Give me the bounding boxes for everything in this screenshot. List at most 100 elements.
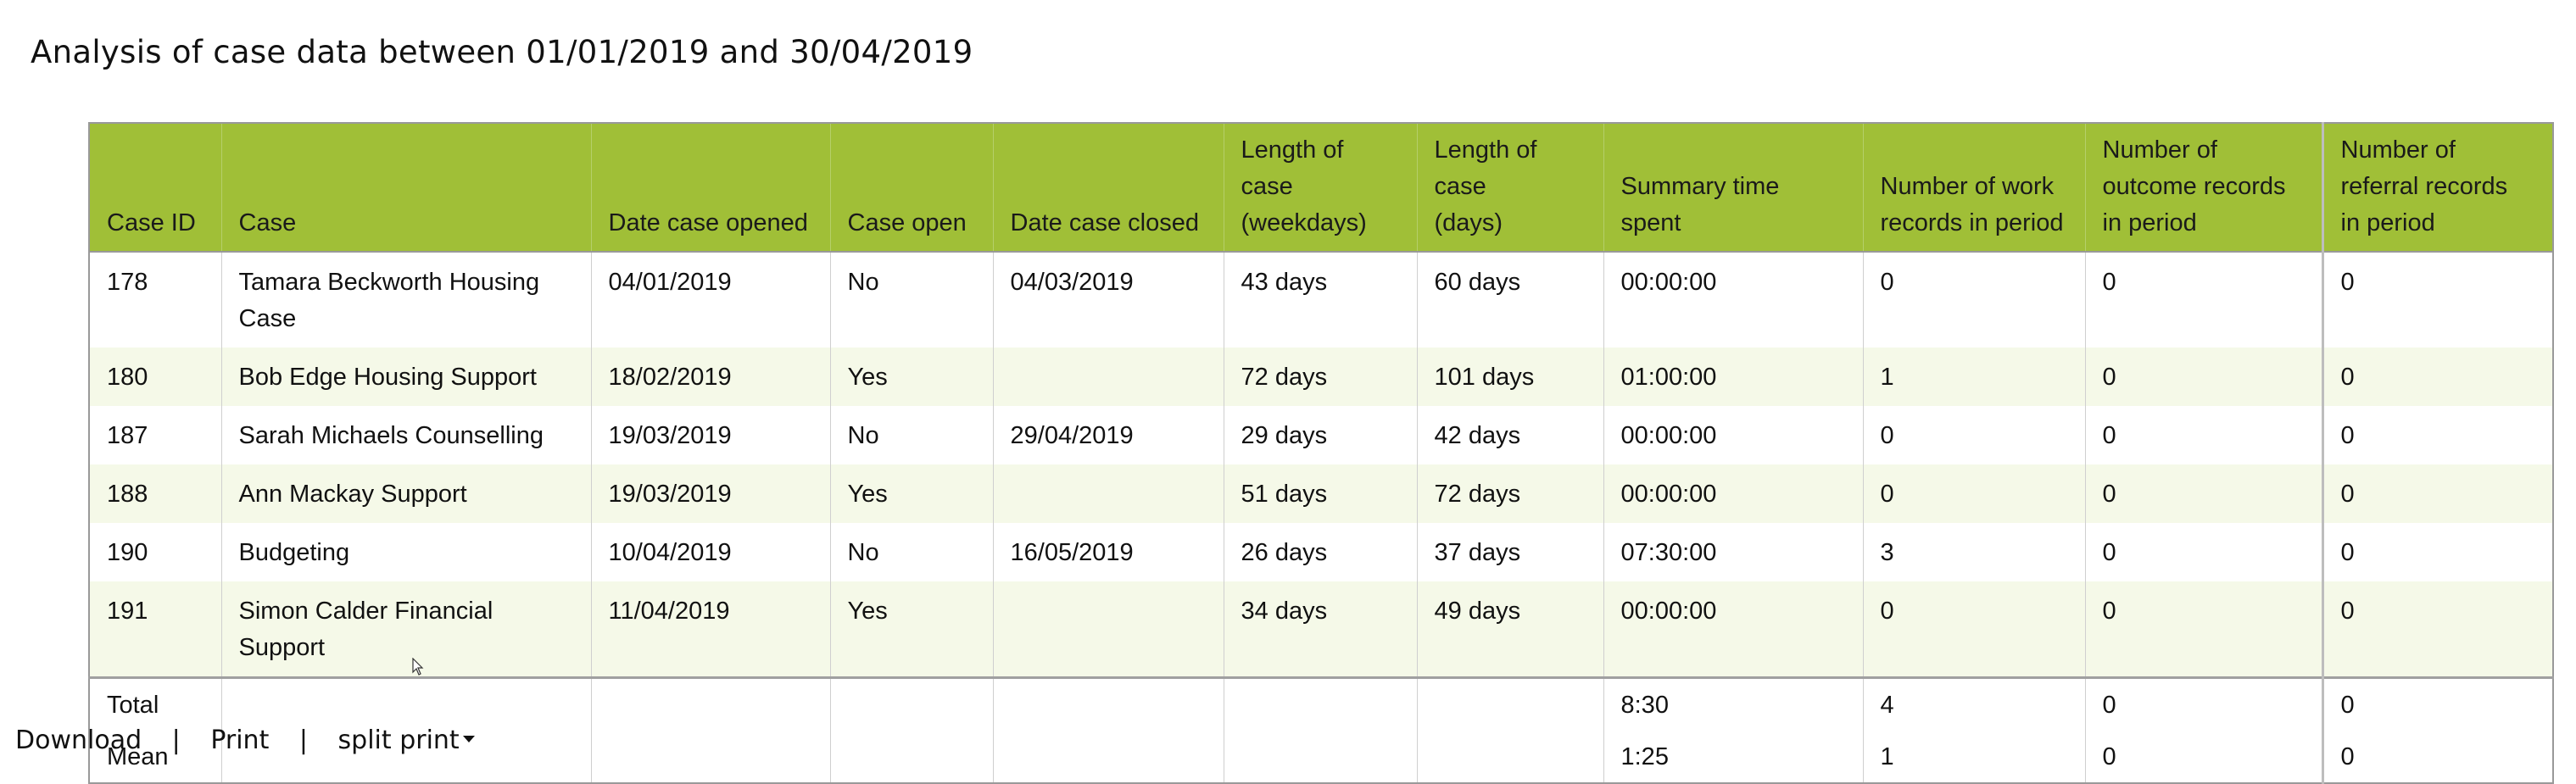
table-row: 190 Budgeting 10/04/2019 No 16/05/2019 2… <box>88 523 2554 581</box>
cell-work-records: 0 <box>1862 581 2086 678</box>
cell-outcome-records: 0 <box>2084 581 2323 678</box>
total-work-records: 4 <box>1862 676 2086 731</box>
cell-case-open: No <box>829 523 994 581</box>
cell-referral-records: 0 <box>2321 464 2554 523</box>
cell-summary-time: 07:30:00 <box>1603 523 1864 581</box>
cell-outcome-records: 0 <box>2084 523 2323 581</box>
cell-outcome-records: 0 <box>2084 252 2323 348</box>
cell-length-weekdays: 26 days <box>1223 523 1418 581</box>
cell-case-id: 188 <box>88 464 222 523</box>
action-separator: | <box>298 726 308 755</box>
header-length-weekdays[interactable]: Length of case (weekdays) <box>1223 122 1418 253</box>
mouse-cursor-icon <box>412 658 424 676</box>
page-title: Analysis of case data between 01/01/2019… <box>31 34 973 70</box>
split-print-label: split print <box>337 726 460 755</box>
cell-work-records: 0 <box>1862 464 2086 523</box>
total-row: Total 8:30 4 0 0 <box>88 676 2554 731</box>
cell-summary-time: 00:00:00 <box>1603 464 1864 523</box>
mean-cell <box>220 731 592 783</box>
cell-date-closed <box>992 348 1224 406</box>
cell-case-open: Yes <box>829 348 994 406</box>
cell-referral-records: 0 <box>2321 581 2554 678</box>
cell-work-records: 0 <box>1862 252 2086 348</box>
cell-summary-time: 01:00:00 <box>1603 348 1864 406</box>
total-cell <box>1416 676 1604 731</box>
cell-case-open: No <box>829 406 994 464</box>
mean-cell <box>992 731 1224 783</box>
cell-referral-records: 0 <box>2321 348 2554 406</box>
cell-outcome-records: 0 <box>2084 464 2323 523</box>
report-actions: Download | Print | split print <box>15 726 475 755</box>
mean-summary-time: 1:25 <box>1603 731 1864 783</box>
header-case-open[interactable]: Case open <box>829 122 994 253</box>
total-cell <box>1223 676 1418 731</box>
caret-down-icon <box>462 735 475 742</box>
header-case[interactable]: Case <box>220 122 592 253</box>
header-work-records[interactable]: Number of work records in period <box>1862 122 2086 253</box>
cell-outcome-records: 0 <box>2084 406 2323 464</box>
mean-cell <box>829 731 994 783</box>
total-summary-time: 8:30 <box>1603 676 1864 731</box>
download-link[interactable]: Download <box>15 726 142 755</box>
cell-date-opened: 10/04/2019 <box>590 523 831 581</box>
header-length-days[interactable]: Length of case (days) <box>1416 122 1604 253</box>
cell-case-id: 178 <box>88 252 222 348</box>
header-outcome-records[interactable]: Number of outcome records in period <box>2084 122 2323 253</box>
cell-case-id: 190 <box>88 523 222 581</box>
total-cell <box>590 676 831 731</box>
header-referral-records[interactable]: Number of referral records in period <box>2321 122 2554 253</box>
cell-referral-records: 0 <box>2321 252 2554 348</box>
total-cell <box>992 676 1224 731</box>
cell-date-opened: 19/03/2019 <box>590 406 831 464</box>
cell-date-closed: 16/05/2019 <box>992 523 1224 581</box>
cell-case-name[interactable]: Sarah Michaels Counselling <box>220 406 592 464</box>
mean-referral-records: 0 <box>2321 731 2554 783</box>
cell-date-closed <box>992 464 1224 523</box>
header-row: Case ID Case Date case opened Case open … <box>88 122 2554 253</box>
header-case-id[interactable]: Case ID <box>88 122 222 253</box>
mean-label: Mean <box>88 731 222 783</box>
header-date-closed[interactable]: Date case closed <box>992 122 1224 253</box>
cell-outcome-records: 0 <box>2084 348 2323 406</box>
cell-case-name[interactable]: Tamara Beckworth Housing Case <box>220 252 592 348</box>
cell-case-name[interactable]: Simon Calder Financial Support <box>220 581 592 678</box>
split-print-dropdown[interactable]: split print <box>338 726 475 755</box>
cell-work-records: 3 <box>1862 523 2086 581</box>
total-cell <box>220 676 592 731</box>
cell-length-days: 72 days <box>1416 464 1604 523</box>
cell-case-open: No <box>829 252 994 348</box>
mean-cell <box>590 731 831 783</box>
cell-date-closed: 04/03/2019 <box>992 252 1224 348</box>
print-link[interactable]: Print <box>210 726 270 755</box>
cell-length-days: 42 days <box>1416 406 1604 464</box>
cell-case-id: 187 <box>88 406 222 464</box>
mean-work-records: 1 <box>1862 731 2086 783</box>
cell-case-name[interactable]: Budgeting <box>220 523 592 581</box>
cell-length-weekdays: 43 days <box>1223 252 1418 348</box>
total-outcome-records: 0 <box>2084 676 2323 731</box>
cell-length-weekdays: 72 days <box>1223 348 1418 406</box>
cell-summary-time: 00:00:00 <box>1603 406 1864 464</box>
total-cell <box>829 676 994 731</box>
cell-date-opened: 04/01/2019 <box>590 252 831 348</box>
cell-date-opened: 19/03/2019 <box>590 464 831 523</box>
header-summary-time[interactable]: Summary time spent <box>1603 122 1864 253</box>
cell-case-open: Yes <box>829 581 994 678</box>
table-row: 178 Tamara Beckworth Housing Case 04/01/… <box>88 252 2554 348</box>
cell-case-id: 191 <box>88 581 222 678</box>
action-separator: | <box>171 726 181 755</box>
total-referral-records: 0 <box>2321 676 2554 731</box>
header-date-opened[interactable]: Date case opened <box>590 122 831 253</box>
cell-case-name[interactable]: Bob Edge Housing Support <box>220 348 592 406</box>
cell-case-name[interactable]: Ann Mackay Support <box>220 464 592 523</box>
cell-length-days: 101 days <box>1416 348 1604 406</box>
cell-date-opened: 11/04/2019 <box>590 581 831 678</box>
table-row: 191 Simon Calder Financial Support 11/04… <box>88 581 2554 678</box>
mean-cell <box>1416 731 1604 783</box>
mean-cell <box>1223 731 1418 783</box>
cell-summary-time: 00:00:00 <box>1603 581 1864 678</box>
cell-referral-records: 0 <box>2321 406 2554 464</box>
mean-row: Mean 1:25 1 0 0 <box>88 731 2554 783</box>
cell-length-days: 60 days <box>1416 252 1604 348</box>
cell-summary-time: 00:00:00 <box>1603 252 1864 348</box>
